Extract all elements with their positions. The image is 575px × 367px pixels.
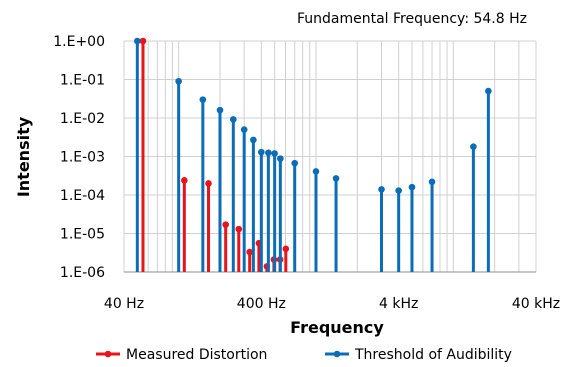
stem-marker (139, 37, 147, 45)
stem-marker (428, 178, 436, 186)
stem-marker (332, 175, 340, 182)
stem-marker (258, 148, 265, 156)
stem-marker (216, 106, 224, 114)
legend-label: Threshold of Audibility (354, 347, 512, 363)
legend: Measured Distortion Threshold of Audibili… (96, 347, 512, 363)
legend-marker (333, 350, 341, 358)
tick-labels: 1.E+00 1.E-01 1.E-02 1.E-03 1.E-04 1.E-05 1.E-… (53, 34, 560, 312)
x-tick-label: 400 Hz (237, 296, 286, 312)
y-tick-label: 1.E-04 (60, 188, 105, 204)
x-tick-label: 40 Hz (104, 296, 144, 312)
legend-item: Measured Distortion (96, 347, 267, 363)
y-tick-label: 1.E-06 (60, 265, 105, 281)
stem-marker (277, 155, 284, 162)
y-axis-title: Intensity (14, 116, 33, 197)
stem-marker (205, 180, 212, 187)
stem-marker (378, 186, 385, 193)
x-tick-label: 4 kHz (379, 296, 418, 312)
x-tick-label: 40 kHz (512, 296, 560, 312)
stem-marker (222, 221, 229, 228)
y-tick-label: 1.E-05 (60, 227, 105, 243)
stem-marker (246, 248, 253, 256)
stem-marker (408, 183, 416, 191)
stem-marker (240, 126, 248, 133)
stem-marker (199, 96, 207, 103)
stem-marker (235, 225, 243, 233)
stem-marker (250, 136, 257, 144)
series (134, 37, 492, 272)
stem-marker (134, 37, 141, 45)
y-tick-label: 1.E+00 (53, 34, 105, 50)
legend-item: Threshold of Audibility (325, 347, 512, 363)
grid (123, 40, 537, 273)
stem-marker (175, 77, 182, 85)
legend-label: Measured Distortion (126, 347, 267, 363)
stem-marker (291, 159, 299, 167)
stem-marker (485, 87, 492, 95)
y-tick-label: 1.E-03 (60, 150, 105, 166)
stem-marker (230, 116, 237, 123)
stem-marker (312, 168, 320, 175)
stem-marker (271, 150, 278, 157)
chart-annotation: Fundamental Frequency: 54.8 Hz (297, 11, 527, 27)
stem-marker (470, 143, 477, 150)
stem-marker (265, 149, 272, 157)
x-axis-title: Frequency (290, 318, 384, 337)
series-threshold-of-audibility (134, 37, 492, 272)
stem-marker (395, 187, 402, 194)
stem-marker (181, 177, 188, 184)
y-tick-label: 1.E-01 (60, 73, 105, 89)
legend-marker (104, 350, 112, 358)
y-tick-label: 1.E-02 (60, 111, 105, 127)
stem-marker (282, 245, 290, 253)
